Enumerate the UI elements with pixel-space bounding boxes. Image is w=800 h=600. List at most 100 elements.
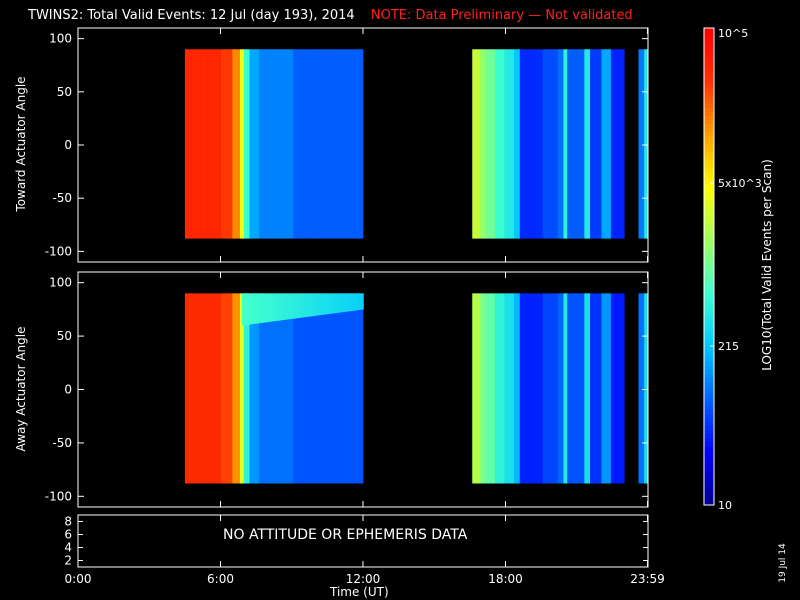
heatmap-cell	[336, 293, 340, 484]
colorbar-cell	[704, 55, 714, 61]
heatmap-cell	[534, 49, 538, 239]
colorbar-cell	[704, 298, 714, 303]
colorbar-cell	[704, 397, 714, 403]
heatmap-cell	[342, 49, 345, 239]
heatmap-cell	[264, 293, 267, 323]
heatmap-cell	[260, 49, 264, 239]
heatmap-cell	[268, 49, 271, 239]
heatmap-cell	[281, 293, 284, 484]
heatmap-cell	[323, 49, 326, 239]
heatmap-cell	[219, 293, 222, 484]
heatmap-cell	[302, 49, 305, 239]
heatmap-cell	[243, 49, 246, 239]
heatmap-cell	[344, 49, 347, 239]
heatmap-cell	[277, 293, 281, 321]
heatmap-cell	[327, 293, 330, 315]
heatmap-cell	[308, 49, 311, 239]
heatmap-cell	[321, 49, 324, 239]
heatmap-cell	[599, 293, 602, 484]
heatmap-cell	[247, 49, 250, 239]
heatmap-cell	[540, 293, 543, 484]
heatmap-cell	[555, 293, 559, 484]
heatmap-cell	[514, 293, 517, 484]
heatmap-cell	[525, 49, 528, 239]
heatmap-cell	[588, 49, 591, 239]
heatmap-cell	[315, 293, 319, 484]
heatmap-cell	[302, 293, 305, 318]
heatmap-cell	[491, 293, 494, 484]
colorbar-cell	[704, 449, 714, 454]
y-tick-label: 100	[49, 276, 72, 290]
colorbar-cell	[704, 314, 714, 319]
heatmap-cell	[268, 293, 271, 322]
y-tick-label: 50	[57, 329, 72, 343]
heatmap-cell	[597, 49, 600, 239]
heatmap-cell	[323, 293, 326, 484]
colorbar-cell	[704, 147, 714, 152]
colorbar-cell	[704, 286, 714, 291]
x-tick-label: 6:00	[207, 572, 234, 586]
y-tick-label: 0	[64, 138, 72, 152]
heatmap-cell	[257, 49, 260, 239]
heatmap-cell	[574, 293, 578, 484]
heatmap-cell	[200, 293, 203, 484]
heatmap-cell	[533, 293, 536, 484]
heatmap-cell	[597, 293, 600, 484]
colorbar-cell	[704, 342, 714, 347]
heatmap-cell	[340, 49, 343, 239]
y-tick-label: 50	[57, 85, 72, 99]
colorbar-cell	[704, 322, 714, 327]
heatmap-cell	[220, 49, 224, 239]
heatmap-cell	[591, 49, 595, 239]
heatmap-cell	[523, 49, 526, 239]
heatmap-cell	[352, 293, 355, 484]
heatmap-cell	[489, 49, 492, 239]
heatmap-cell	[510, 293, 513, 484]
heatmap-cell	[336, 293, 340, 313]
heatmap-cell	[296, 293, 300, 319]
heatmap-cell	[249, 49, 252, 239]
heatmap-cell	[194, 293, 197, 484]
heatmap-cell	[239, 49, 243, 239]
colorbar-cell	[704, 334, 714, 339]
heatmap-cell	[331, 293, 334, 484]
heatmap-cell	[584, 49, 587, 239]
heatmap-cell	[230, 293, 233, 484]
heatmap-cell	[224, 49, 227, 239]
heatmap-cell	[601, 49, 604, 239]
heatmap-cell	[312, 49, 315, 239]
heatmap-cell	[553, 293, 557, 484]
colorbar-cell	[704, 302, 714, 307]
colorbar-cell	[704, 457, 714, 462]
heatmap-cell	[348, 293, 351, 484]
heatmap-cell	[317, 293, 321, 484]
heatmap-cell	[344, 293, 347, 312]
heatmap-cell	[506, 293, 509, 484]
heatmap-cell	[609, 49, 612, 239]
heatmap-cell	[247, 293, 250, 325]
colorbar-cell	[704, 294, 714, 299]
heatmap-cell	[196, 49, 199, 239]
heatmap-cell	[557, 293, 560, 484]
colorbar-cell	[704, 282, 714, 287]
colorbar-cell	[704, 210, 714, 216]
top-panel-ylabel: Toward Actuator Angle	[14, 76, 28, 212]
colorbar-cell	[704, 127, 714, 132]
colorbar-cell	[704, 238, 714, 244]
heatmap-cell	[481, 293, 484, 484]
y-tick-label: 2	[64, 554, 72, 568]
heatmap-cell	[569, 293, 572, 484]
heatmap-cell	[323, 293, 326, 315]
heatmap-cell	[576, 293, 579, 484]
colorbar-cell	[704, 429, 714, 434]
heatmap-cell	[310, 293, 313, 484]
heatmap-cell	[642, 49, 645, 239]
heatmap-cell	[359, 293, 362, 310]
heatmap-cell	[544, 49, 547, 239]
data-segment	[184, 49, 364, 239]
heatmap-cell	[485, 293, 488, 484]
heatmap-cell	[336, 49, 340, 239]
heatmap-cell	[493, 293, 496, 484]
heatmap-cell	[312, 293, 315, 484]
colorbar-cell	[704, 385, 714, 391]
